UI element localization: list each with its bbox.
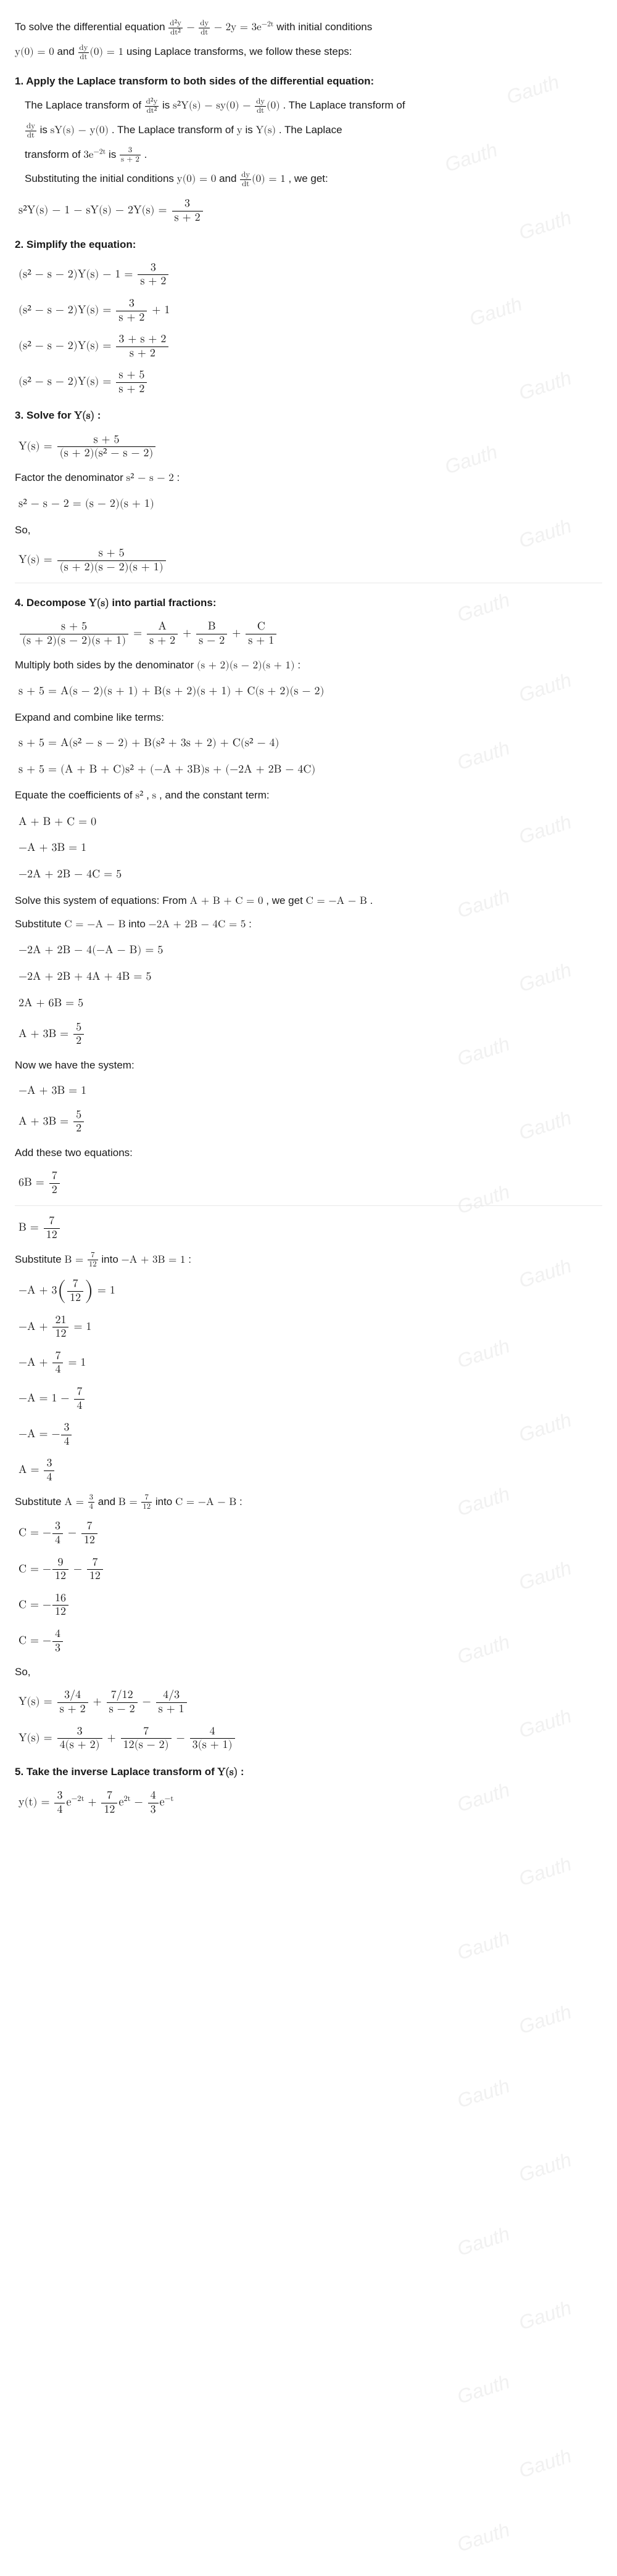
s4-t6: Now we have the system: [15, 1057, 602, 1073]
s1-line-c: transform of 3e−2t is 3s + 2 . [25, 146, 602, 165]
s1-line-b: dydt is sY(s) − y(0) . The Laplace trans… [25, 121, 602, 140]
s4-ys2: Y(s) = 34(s + 2) + 712(s − 2) − 43(s + 1… [19, 1725, 602, 1752]
s4-e5: −2A + 2B + 4A + 4B = 5 [19, 968, 602, 986]
s4-e10: −A + 3(712) = 1 [19, 1278, 602, 1305]
s1-eq: s²Y(s) − 1 − sY(s) − 2Y(s) = 3s + 2 [19, 197, 602, 224]
s4-sys2: −A + 3B = 1 [19, 839, 602, 857]
watermark: Gauth [453, 2218, 514, 2265]
s2-e4: (s² − s − 2)Y(s) = s + 5s + 2 [19, 369, 602, 396]
s4-e11: −A + 2112 = 1 [19, 1314, 602, 1341]
s4-so: So, [15, 1663, 602, 1680]
heading-2: 2. Simplify the equation: [15, 236, 602, 253]
watermark: Gauth [453, 1922, 514, 1969]
s3-e3: Y(s) = s + 5(s + 2)(s − 2)(s + 1) [19, 547, 602, 574]
separator-2 [15, 1205, 602, 1206]
s4-t8: Substitute B = 712 into −A + 3B = 1 : [15, 1251, 602, 1270]
watermark: Gauth [515, 2440, 576, 2487]
s4-e7: A + 3B = 52 [19, 1021, 602, 1048]
watermark: Gauth [453, 2366, 514, 2413]
s3-e1: Y(s) = s + 5(s + 2)(s² − s − 2) [19, 433, 602, 461]
s4-e18: C = −1612 [19, 1592, 602, 1619]
s2-e2: (s² − s − 2)Y(s) = 3s + 2 + 1 [19, 297, 602, 324]
s4-t7: Add these two equations: [15, 1144, 602, 1161]
s4-e17: C = −912 − 712 [19, 1556, 602, 1583]
s4-ys1: Y(s) = 3/4s + 2 + 7/12s − 2 − 4/3s + 1 [19, 1689, 602, 1716]
s4-e12: −A + 74 = 1 [19, 1350, 602, 1377]
s4-e15: A = 34 [19, 1457, 602, 1484]
intro-line2: y(0) = 0 and dydt(0) = 1 using Laplace t… [15, 43, 602, 62]
s4-t5: Substitute C = −A − B into −2A + 2B − 4C… [15, 916, 602, 933]
watermark: Gauth [453, 2514, 514, 2561]
s4-e1: s + 5 = A(s − 2)(s + 1) + B(s + 2)(s + 1… [19, 683, 602, 700]
s4-e4: −2A + 2B − 4(−A − B) = 5 [19, 941, 602, 959]
s4-e19: C = −43 [19, 1628, 602, 1655]
s3-so: So, [15, 522, 602, 538]
s4-e16: C = −34 − 712 [19, 1520, 602, 1547]
s4-e3: s + 5 = (A + B + C)s² + (−A + 3B)s + (−2… [19, 761, 602, 779]
s4-t9: Substitute A = 34 and B = 712 into C = −… [15, 1493, 602, 1512]
watermark: Gauth [515, 2292, 576, 2339]
s3-e2: s² − s − 2 = (s − 2)(s + 1) [19, 495, 602, 513]
s2-e1: (s² − s − 2)Y(s) − 1 = 3s + 2 [19, 261, 602, 289]
s4-pf: s + 5(s + 2)(s − 2)(s + 1) = As + 2 + Bs… [19, 620, 602, 647]
intro-line1: To solve the differential equation d²ydt… [15, 18, 602, 37]
watermark: Gauth [453, 2070, 514, 2117]
heading-1: 1. Apply the Laplace transform to both s… [15, 73, 602, 89]
s1-line-d: Substituting the initial conditions y(0)… [25, 170, 602, 189]
heading-3: 3. Solve for Y(s) : [15, 407, 602, 424]
s4-t1: Multiply both sides by the denominator (… [15, 657, 602, 674]
s4-t4: Solve this system of equations: From A +… [15, 892, 602, 909]
s4-sys4: −A + 3B = 1 [19, 1082, 602, 1100]
s4-e9: B = 712 [19, 1215, 602, 1242]
s1-line-a: The Laplace transform of d²ydt² is s²Y(s… [25, 97, 602, 115]
s4-t2: Expand and combine like terms: [15, 709, 602, 726]
watermark: Gauth [515, 1848, 576, 1895]
s4-sys5: A + 3B = 52 [19, 1109, 602, 1136]
watermark: Gauth [515, 1996, 576, 2043]
s2-e3: (s² − s − 2)Y(s) = 3 + s + 2s + 2 [19, 333, 602, 360]
s4-e13: −A = 1 − 74 [19, 1385, 602, 1413]
s4-sys1: A + B + C = 0 [19, 813, 602, 831]
s4-e14: −A = −34 [19, 1421, 602, 1448]
heading-4: 4. Decompose Y(s) into partial fractions… [15, 594, 602, 612]
watermark: Gauth [515, 2144, 576, 2191]
s5-eq: y(t) = 34e−2t + 712e2t − 43e−t [19, 1789, 602, 1816]
s4-t3: Equate the coefficients of s² , s , and … [15, 787, 602, 804]
s4-e6: 2A + 6B = 5 [19, 995, 602, 1012]
s4-sys3: −2A + 2B − 4C = 5 [19, 866, 602, 884]
heading-5: 5. Take the inverse Laplace transform of… [15, 1763, 602, 1781]
s4-e8: 6B = 72 [19, 1170, 602, 1197]
s4-e2: s + 5 = A(s² − s − 2) + B(s² + 3s + 2) +… [19, 734, 602, 752]
s3-t1: Factor the denominator s² − s − 2 : [15, 469, 602, 486]
